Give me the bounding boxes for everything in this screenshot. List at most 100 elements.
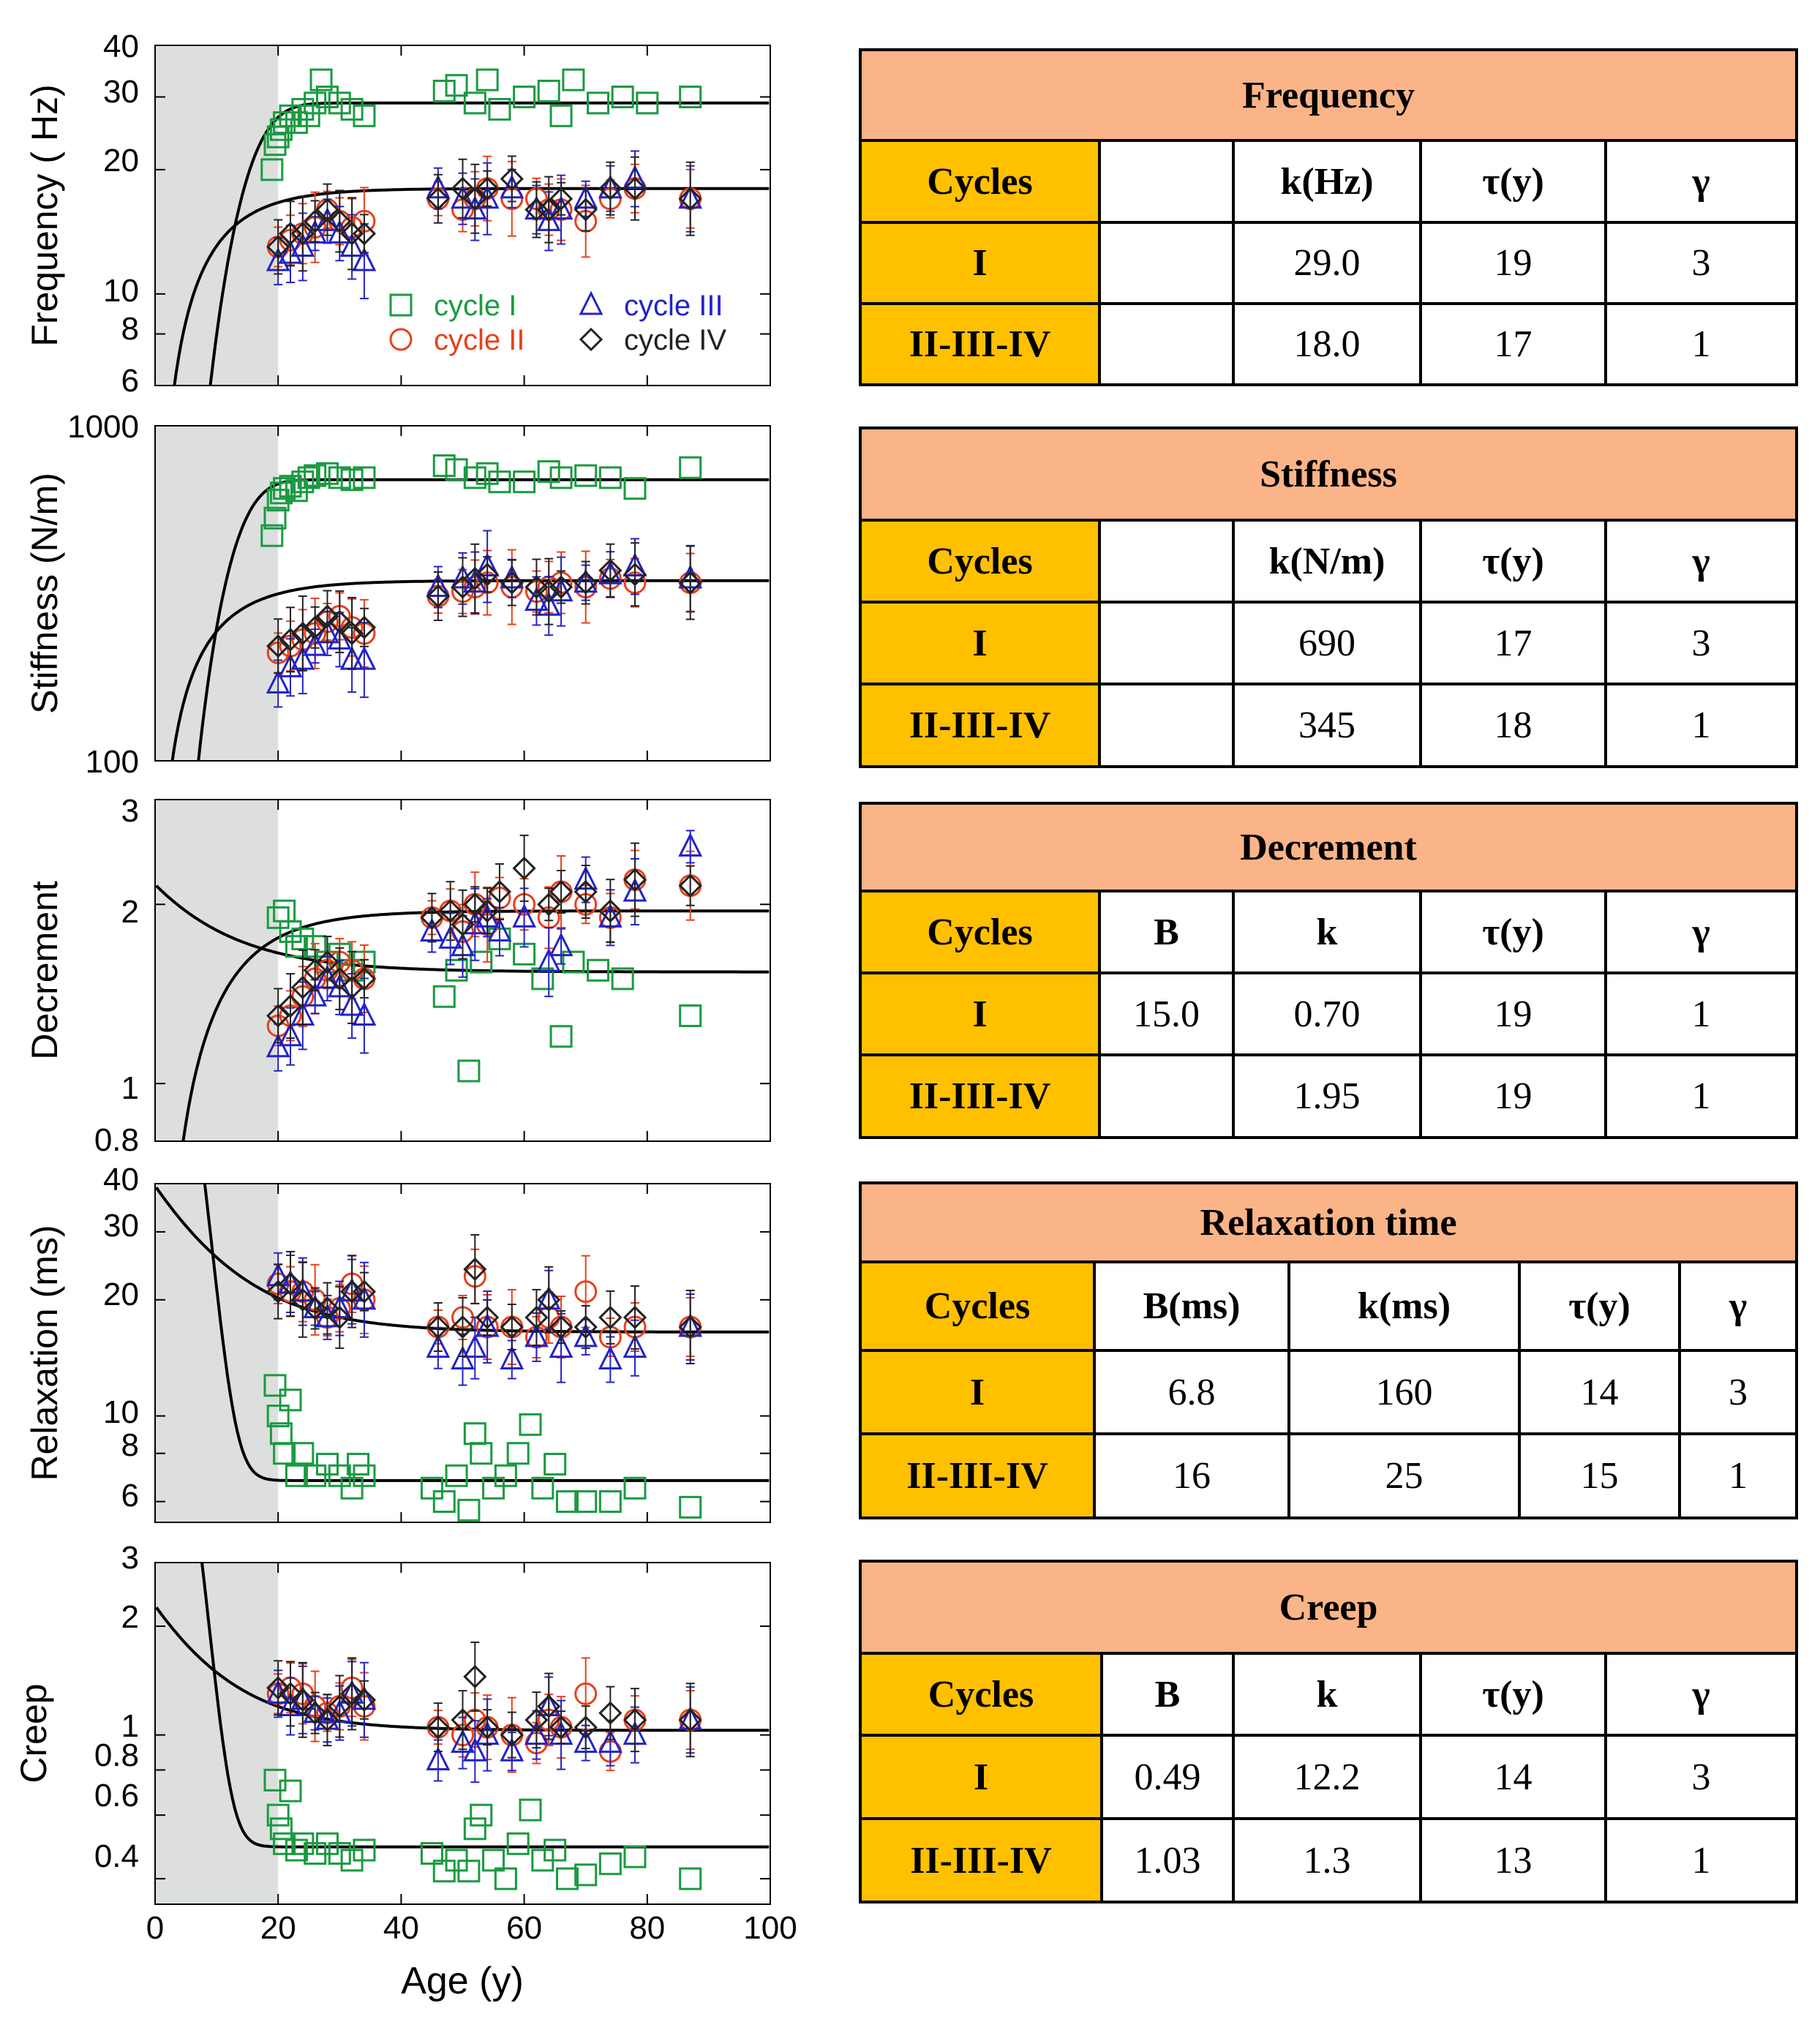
square-legend-icon bbox=[389, 293, 413, 317]
col-header-b: B(ms) bbox=[1093, 1260, 1290, 1352]
fit-curve bbox=[181, 909, 770, 1141]
data-layer bbox=[155, 830, 770, 1141]
cell-tau: 19 bbox=[1419, 221, 1607, 305]
square-marker bbox=[315, 1452, 339, 1476]
square-marker bbox=[488, 470, 511, 494]
diamond-marker bbox=[623, 1305, 647, 1330]
cell-gamma: 3 bbox=[1677, 1349, 1799, 1435]
y-tick-label: 0.4 bbox=[94, 1838, 139, 1874]
row-label-cycles-ii-iv: II-III-IV bbox=[859, 1817, 1103, 1903]
square-marker bbox=[304, 1464, 327, 1487]
square-marker bbox=[544, 1838, 567, 1862]
diamond-marker bbox=[315, 1708, 339, 1732]
square-marker bbox=[537, 460, 560, 484]
y-tick-label: 1 bbox=[121, 1708, 139, 1744]
stiffness-table: Stiffness Cycles k(N/m) τ(y) γ I 690 17 … bbox=[859, 426, 1798, 768]
square-marker bbox=[537, 79, 560, 102]
square-marker bbox=[519, 1413, 542, 1436]
square-marker bbox=[463, 466, 486, 489]
square-marker bbox=[457, 1059, 481, 1083]
col-header-gamma: γ bbox=[1677, 1260, 1799, 1352]
y-tick-label: 0.8 bbox=[94, 1122, 139, 1158]
square-marker bbox=[291, 470, 315, 494]
plot-frame bbox=[154, 45, 771, 386]
y-tick-label: 30 bbox=[103, 74, 139, 110]
cell-k: 690 bbox=[1232, 601, 1422, 685]
square-marker bbox=[285, 479, 308, 503]
cell-b bbox=[1098, 601, 1235, 685]
cell-k: 160 bbox=[1287, 1349, 1521, 1435]
square-marker bbox=[611, 86, 634, 109]
diamond-marker bbox=[537, 579, 561, 604]
diamond-marker bbox=[426, 1315, 450, 1339]
y-axis-label: Frequency ( Hz) bbox=[24, 84, 65, 346]
diamond-marker bbox=[475, 1715, 500, 1740]
square-marker bbox=[432, 1490, 456, 1514]
diamond-marker bbox=[266, 1004, 290, 1028]
square-marker bbox=[445, 958, 468, 982]
y-axis-label: Relaxation (ms) bbox=[24, 1225, 65, 1481]
cell-k: 1.95 bbox=[1232, 1053, 1422, 1139]
diamond-marker bbox=[487, 879, 512, 904]
chart-panel-1: 1000 100 Stiffness (N/m) bbox=[24, 409, 771, 780]
diamond-marker bbox=[524, 1305, 549, 1330]
diamond-marker bbox=[524, 1708, 549, 1732]
square-marker bbox=[445, 458, 468, 481]
square-marker bbox=[679, 1004, 702, 1027]
square-marker bbox=[420, 1476, 443, 1500]
square-marker bbox=[679, 86, 702, 109]
square-marker bbox=[291, 97, 315, 121]
square-marker bbox=[273, 477, 296, 500]
square-marker bbox=[279, 1779, 302, 1803]
cell-b: 16 bbox=[1093, 1432, 1290, 1519]
col-header-gamma: γ bbox=[1604, 519, 1798, 604]
square-marker bbox=[488, 97, 511, 121]
chart-panel-4: 3 2 10.8 0.6 0.4 Creep bbox=[13, 1540, 771, 1905]
triangle-marker bbox=[512, 903, 537, 928]
legend-label: cycle IV bbox=[624, 324, 726, 356]
diamond-marker bbox=[451, 1315, 475, 1339]
table-title: Stiffness bbox=[859, 426, 1798, 522]
y-axis-label: Creep bbox=[13, 1683, 54, 1783]
square-marker bbox=[549, 104, 573, 127]
square-marker bbox=[463, 1422, 486, 1446]
square-marker bbox=[623, 1476, 647, 1500]
cell-k: 12.2 bbox=[1232, 1734, 1422, 1820]
triangle-marker bbox=[678, 833, 703, 857]
diamond-marker bbox=[303, 1701, 327, 1725]
shaded-region bbox=[155, 1563, 279, 1904]
diamond-marker bbox=[451, 176, 475, 200]
square-marker bbox=[260, 524, 284, 547]
square-marker bbox=[279, 920, 302, 943]
diamond-marker bbox=[623, 868, 647, 892]
col-header-tau: τ(y) bbox=[1419, 1652, 1607, 1737]
diamond-marker bbox=[598, 1305, 623, 1330]
col-header-k: k(N/m) bbox=[1232, 519, 1422, 604]
y-tick-label: 8 bbox=[121, 1427, 139, 1463]
diamond-marker bbox=[352, 966, 377, 991]
triangle-marker bbox=[352, 645, 377, 670]
diamond-marker bbox=[463, 187, 487, 211]
diamond-marker bbox=[500, 1723, 524, 1747]
cell-gamma: 1 bbox=[1603, 1053, 1799, 1139]
square-marker bbox=[457, 1498, 481, 1522]
square-marker bbox=[279, 475, 302, 498]
diamond-marker bbox=[352, 1688, 377, 1712]
square-marker bbox=[574, 1490, 598, 1514]
y-tick-label: 40 bbox=[103, 1162, 139, 1198]
cell-k: 29.0 bbox=[1232, 221, 1422, 305]
cell-tau: 15 bbox=[1518, 1432, 1681, 1519]
triangle-marker bbox=[462, 1334, 487, 1358]
square-marker bbox=[285, 935, 308, 958]
square-marker bbox=[285, 1464, 308, 1487]
square-marker bbox=[353, 1838, 376, 1862]
square-marker bbox=[420, 1842, 443, 1865]
diamond-marker bbox=[623, 563, 647, 587]
y-tick-label: 20 bbox=[103, 143, 139, 178]
plot-frame bbox=[154, 1183, 771, 1523]
diamond-marker bbox=[463, 1257, 487, 1282]
triangle-marker bbox=[462, 910, 487, 935]
diamond-marker bbox=[463, 892, 487, 917]
col-header-b bbox=[1098, 519, 1235, 604]
diamond-marker bbox=[278, 1682, 303, 1706]
